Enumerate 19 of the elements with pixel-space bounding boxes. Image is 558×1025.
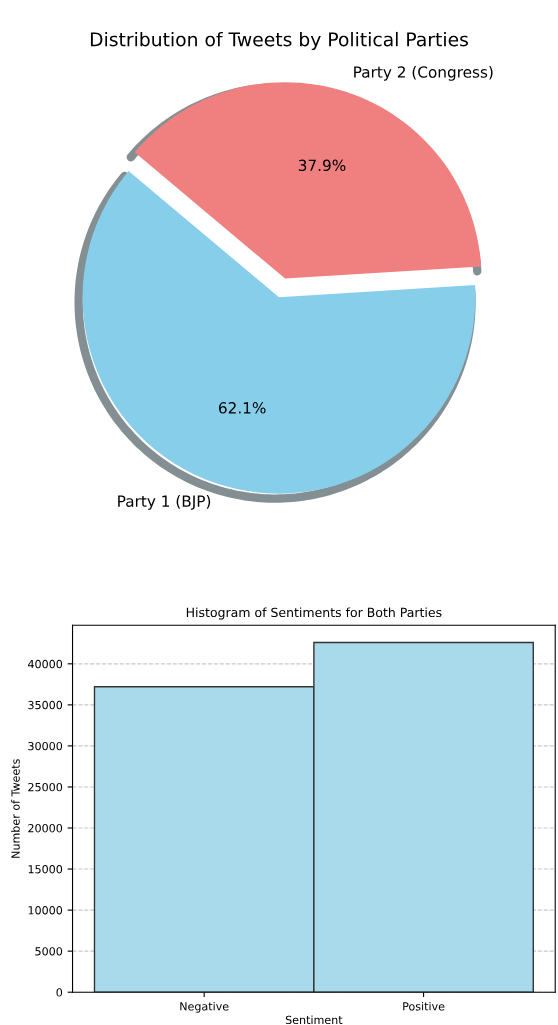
y-tick-label: 20000 [28,823,63,833]
chart-title: Distribution of Tweets by Political Parties [90,31,468,51]
y-tick-label: 5000 [35,947,63,956]
slice-label: Party 2 (Congress) [354,65,493,81]
x-axis-title: Sentiment [285,1015,343,1025]
chart-title: Histogram of Sentiments for Both Parties [186,607,442,620]
y-tick-label: 0 [56,988,63,997]
x-tick-label: Positive [403,1001,445,1011]
y-tick-label: 25000 [28,782,63,792]
slice-label: Party 1 (BJP) [118,495,211,510]
y-tick-label: 10000 [28,906,63,915]
y-tick-label: 15000 [28,865,63,874]
y-axis-title: Number of Tweets [11,759,20,858]
x-tick-label: Negative [180,1001,229,1013]
y-tick-label: 30000 [28,741,63,751]
data-label: 62.1% [218,402,266,414]
y-tick-label: 35000 [28,700,63,710]
data-label: 37.9% [298,159,346,172]
y-tick-label: 40000 [28,659,63,669]
